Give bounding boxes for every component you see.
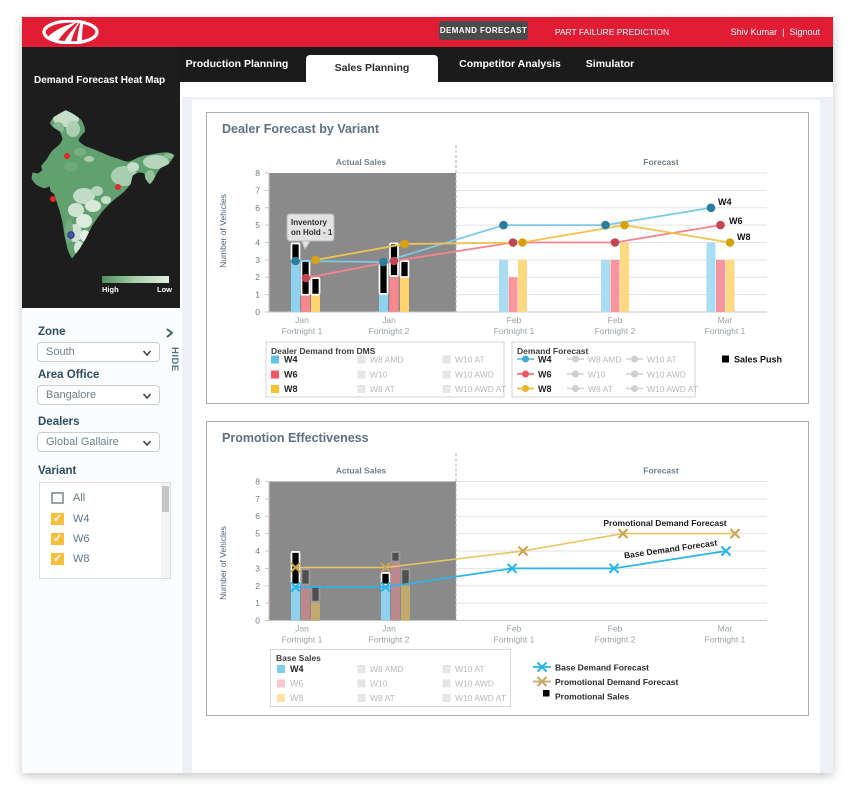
svg-text:Promotional Demand Forecast: Promotional Demand Forecast	[555, 677, 678, 687]
svg-text:W10 AWD AT: W10 AWD AT	[647, 384, 698, 394]
svg-text:6: 6	[255, 203, 260, 213]
svg-text:on Hold - 1: on Hold - 1	[291, 228, 333, 237]
svg-text:W8 AT: W8 AT	[370, 693, 395, 703]
svg-text:W10 AT: W10 AT	[455, 664, 485, 674]
svg-text:Feb: Feb	[507, 624, 522, 634]
svg-text:Number of Vehicles: Number of Vehicles	[218, 526, 228, 600]
svg-text:1: 1	[255, 290, 260, 300]
svg-text:W10 AWD: W10 AWD	[647, 370, 686, 380]
svg-text:1: 1	[255, 598, 260, 608]
svg-text:2: 2	[255, 581, 260, 591]
svg-text:W8: W8	[538, 384, 552, 394]
svg-text:Base Demand Forecast: Base Demand Forecast	[555, 663, 649, 673]
svg-text:W10: W10	[370, 370, 388, 380]
svg-text:W4: W4	[718, 197, 732, 207]
svg-text:3: 3	[255, 255, 260, 265]
svg-text:Base Demand Forecast: Base Demand Forecast	[623, 538, 718, 561]
svg-text:W10 AWD AT: W10 AWD AT	[455, 384, 506, 394]
svg-text:W6: W6	[729, 216, 743, 226]
svg-text:5: 5	[255, 529, 260, 539]
svg-text:Fortnight 2: Fortnight 2	[595, 635, 636, 645]
svg-text:Jan: Jan	[382, 624, 396, 634]
svg-text:Dealer Forecast by Variant: Dealer Forecast by Variant	[222, 122, 380, 136]
svg-text:Dealer Demand from DMS: Dealer Demand from DMS	[271, 346, 376, 356]
svg-text:Number of Vehicles: Number of Vehicles	[218, 194, 228, 268]
svg-text:5: 5	[255, 220, 260, 230]
svg-text:W8: W8	[284, 384, 298, 394]
svg-text:W10: W10	[370, 679, 388, 689]
svg-text:4: 4	[255, 238, 260, 248]
svg-text:W8: W8	[737, 232, 751, 242]
svg-text:0: 0	[255, 307, 260, 317]
svg-text:Feb: Feb	[608, 624, 623, 634]
svg-text:Sales Push: Sales Push	[734, 355, 782, 365]
svg-text:W10 AWD AT: W10 AWD AT	[455, 693, 506, 703]
svg-text:Promotional Demand Forecast: Promotional Demand Forecast	[603, 518, 726, 528]
svg-text:Fortnight 2: Fortnight 2	[369, 635, 410, 645]
svg-text:W8 AT: W8 AT	[370, 384, 395, 394]
svg-text:Fortnight 1: Fortnight 1	[705, 326, 746, 336]
svg-text:Promotion Effectiveness: Promotion Effectiveness	[222, 431, 369, 445]
svg-text:W6: W6	[284, 370, 298, 380]
svg-text:W8 AMD: W8 AMD	[370, 355, 404, 365]
svg-text:W6: W6	[290, 679, 304, 689]
svg-text:Fortnight 1: Fortnight 1	[705, 635, 746, 645]
svg-text:Actual Sales: Actual Sales	[336, 157, 387, 167]
svg-text:Fortnight 1: Fortnight 1	[494, 635, 535, 645]
svg-text:4: 4	[255, 546, 260, 556]
svg-text:Feb: Feb	[608, 315, 623, 325]
svg-text:6: 6	[255, 511, 260, 521]
svg-text:Inventory: Inventory	[291, 218, 328, 227]
svg-text:W8 AMD: W8 AMD	[370, 664, 404, 674]
svg-text:W10: W10	[588, 370, 606, 380]
svg-text:Jan: Jan	[295, 315, 309, 325]
svg-text:Mar: Mar	[718, 624, 733, 634]
svg-text:0: 0	[255, 616, 260, 626]
svg-text:Jan: Jan	[295, 624, 309, 634]
svg-text:Fortnight 1: Fortnight 1	[282, 635, 323, 645]
svg-text:Fortnight 2: Fortnight 2	[369, 326, 410, 336]
svg-text:W8 AT: W8 AT	[588, 384, 613, 394]
svg-text:8: 8	[255, 168, 260, 178]
svg-text:W4: W4	[284, 355, 298, 365]
svg-text:Mar: Mar	[718, 315, 733, 325]
svg-text:Forecast: Forecast	[643, 157, 679, 167]
svg-text:Actual Sales: Actual Sales	[336, 466, 387, 476]
svg-text:Fortnight 1: Fortnight 1	[282, 326, 323, 336]
svg-text:8: 8	[255, 477, 260, 487]
svg-text:Promotional Sales: Promotional Sales	[555, 692, 629, 702]
svg-text:Fortnight 1: Fortnight 1	[494, 326, 535, 336]
svg-text:W10 AWD: W10 AWD	[455, 679, 494, 689]
svg-text:W4: W4	[538, 355, 552, 365]
svg-text:W10 AT: W10 AT	[455, 355, 485, 365]
svg-text:Feb: Feb	[507, 315, 522, 325]
svg-text:Base Sales: Base Sales	[276, 653, 321, 663]
svg-text:2: 2	[255, 272, 260, 282]
svg-text:W8 AMD: W8 AMD	[588, 355, 622, 365]
svg-text:7: 7	[255, 185, 260, 195]
svg-text:W10 AT: W10 AT	[647, 355, 677, 365]
svg-text:Fortnight 2: Fortnight 2	[595, 326, 636, 336]
svg-text:Demand Forecast: Demand Forecast	[517, 346, 588, 356]
svg-text:W6: W6	[538, 370, 552, 380]
svg-text:W8: W8	[290, 693, 304, 703]
svg-text:7: 7	[255, 494, 260, 504]
svg-text:Jan: Jan	[382, 315, 396, 325]
svg-text:W4: W4	[290, 664, 304, 674]
svg-text:W10 AWD: W10 AWD	[455, 370, 494, 380]
svg-text:Forecast: Forecast	[643, 466, 679, 476]
svg-text:3: 3	[255, 563, 260, 573]
